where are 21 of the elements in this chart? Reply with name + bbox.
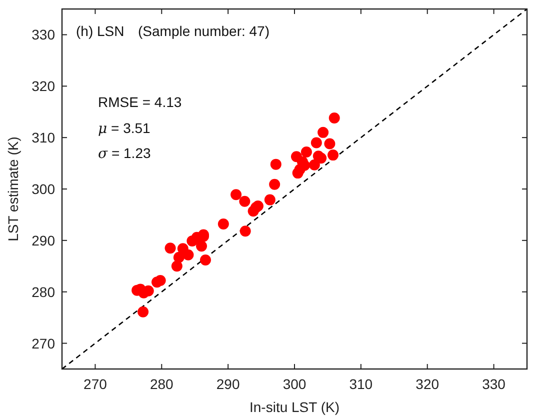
x-tick-label: 320 (416, 376, 440, 392)
y-tick-label: 320 (32, 78, 56, 94)
y-tick-label: 310 (32, 130, 56, 146)
x-tick-label: 290 (216, 376, 240, 392)
x-tick-label: 310 (349, 376, 373, 392)
y-axis-title: LST estimate (K) (5, 136, 21, 242)
y-tick-label: 330 (32, 26, 56, 43)
y-tick-label: 280 (32, 284, 56, 300)
x-tick-label: 270 (84, 376, 108, 392)
annotation: RMSE = 4.13 (98, 94, 182, 110)
x-tick-label: 330 (482, 376, 506, 392)
y-tick-label: 300 (32, 181, 56, 197)
y-tick-label: 270 (32, 335, 56, 352)
annotation: σ = 1.23 (98, 145, 151, 162)
y-tick-label: 290 (32, 232, 56, 248)
x-tick-label: 300 (282, 376, 306, 392)
annotation: (Sample number: 47) (138, 23, 270, 39)
annotation: (h) LSN (76, 23, 124, 39)
annotation: μ = 3.51 (98, 120, 151, 137)
x-tick-label: 280 (150, 376, 174, 392)
x-axis-title: In-situ LST (K) (250, 399, 340, 415)
